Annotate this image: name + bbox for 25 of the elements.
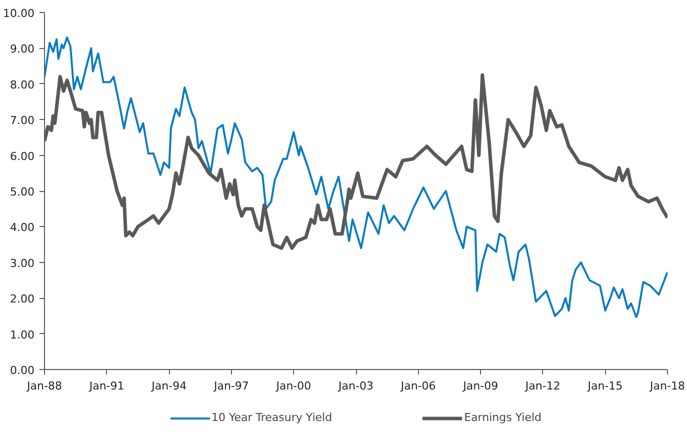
x-tick-label: Jan-00 (275, 380, 312, 392)
x-tick-label: Jan-94 (150, 380, 187, 392)
x-tick-label: Jan-03 (338, 380, 374, 392)
y-tick-label: 0.00 (10, 364, 35, 377)
y-tick-label: 10.00 (3, 7, 35, 20)
y-tick-label: 6.00 (10, 150, 35, 163)
y-tick-label: 7.00 (10, 114, 35, 128)
x-tick-label: Jan-97 (212, 380, 249, 392)
line-series (44, 36, 668, 318)
x-tick-label: Jan-18 (649, 380, 685, 392)
legend-label: Earnings Yield (464, 411, 542, 424)
y-tick-label: 8.00 (10, 78, 35, 92)
y-tick-label: 3.00 (10, 256, 35, 270)
x-tick-label: Jan-15 (586, 380, 623, 392)
x-tick-label: Jan-12 (524, 380, 560, 392)
y-tick-label: 9.00 (10, 42, 35, 56)
x-tick-label: Jan-91 (88, 380, 124, 392)
y-tick-label: 5.00 (10, 186, 35, 198)
x-tick-label: Jan-09 (462, 380, 498, 392)
y-tick-label: 4.00 (10, 221, 35, 234)
y-tick-label: 1.00 (10, 328, 35, 342)
x-tick-label: Jan-06 (400, 380, 436, 392)
x-tick-label: Jan-88 (26, 380, 62, 392)
legend-label: 10 Year Treasury Yield (211, 411, 332, 424)
y-tick-label: 2.00 (10, 292, 35, 306)
